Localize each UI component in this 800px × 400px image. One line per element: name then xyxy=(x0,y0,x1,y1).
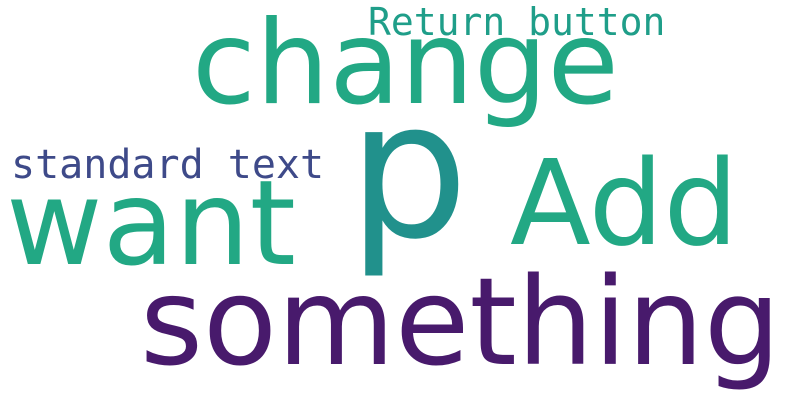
word-want: want xyxy=(6,154,296,292)
word-something: something xyxy=(140,252,781,393)
word-change: change xyxy=(192,0,619,131)
word-standard-text: standard text xyxy=(11,142,325,188)
word-return-button: Return button xyxy=(368,0,666,44)
word-add: Add xyxy=(510,134,739,272)
word-p: p xyxy=(348,60,469,281)
